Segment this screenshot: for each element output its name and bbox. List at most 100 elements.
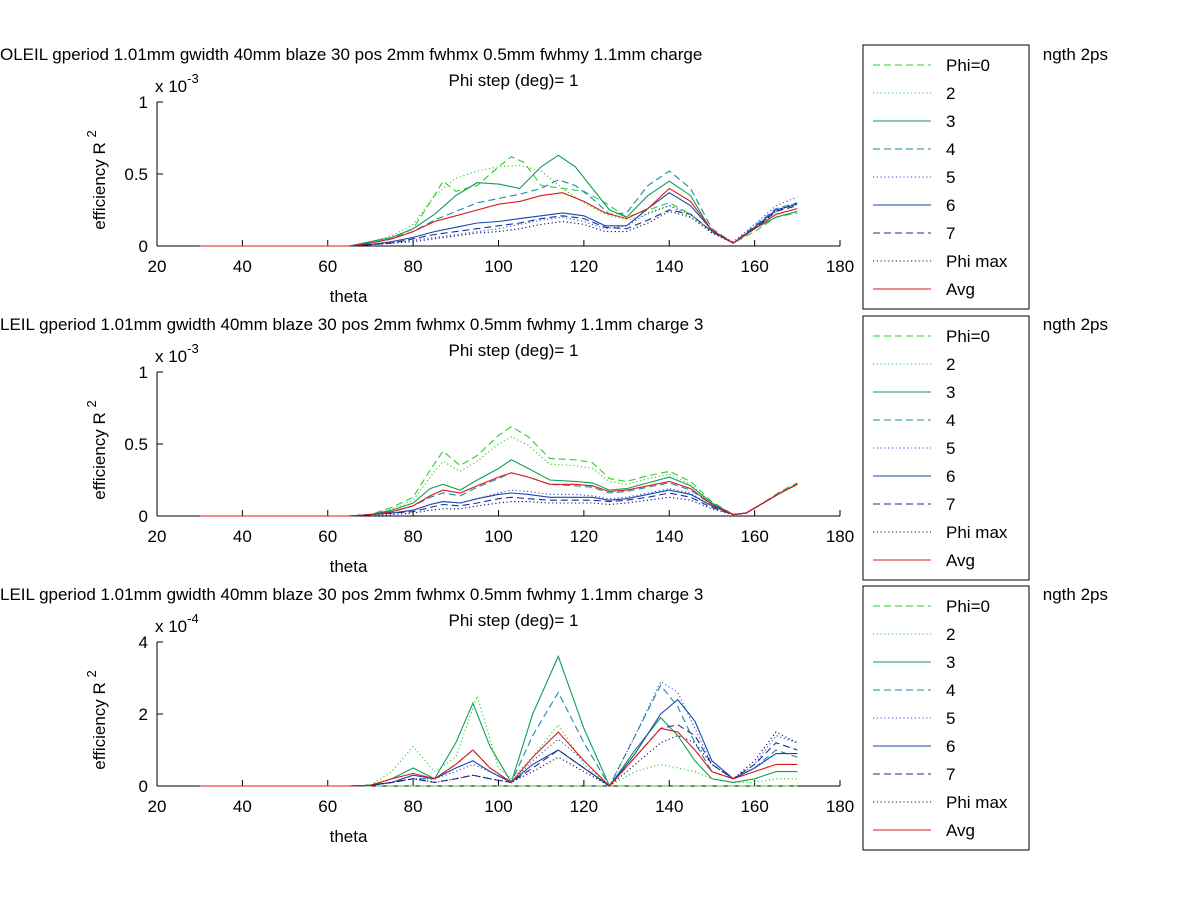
y-tick-label: 1 [139, 363, 148, 382]
legend-label: Phi max [946, 252, 1008, 271]
x-tick-label: 160 [740, 257, 768, 276]
chart-title-tail: ngth 2ps [1043, 315, 1108, 334]
x-tick-label: 140 [655, 527, 683, 546]
y-axis-label: efficiency R 2 [84, 400, 109, 500]
x-tick-label: 180 [826, 527, 854, 546]
y-axis-label: efficiency R 2 [84, 130, 109, 230]
x-tick-label: 80 [404, 257, 423, 276]
chart-subtitle: Phi step (deg)= 1 [449, 611, 579, 630]
series-line-8 [199, 202, 798, 247]
y-tick-label: 2 [139, 705, 148, 724]
series-line-9 [199, 727, 798, 787]
legend-label: 4 [946, 681, 955, 700]
legend-label: 3 [946, 653, 955, 672]
y-tick-label: 0 [139, 507, 148, 526]
x-tick-label: 140 [655, 797, 683, 816]
legend-label: 4 [946, 411, 955, 430]
legend-box [862, 585, 1030, 851]
legend: Phi=0 2 3 4 5 6 7 Phi max Avg [862, 315, 1030, 581]
x-tick-label: 40 [233, 797, 252, 816]
legend-label: Phi max [946, 523, 1008, 542]
x-tick-label: 40 [233, 257, 252, 276]
chart-title-tail: ngth 2ps [1043, 45, 1108, 64]
chart-title: LEIL gperiod 1.01mm gwidth 40mm blaze 30… [0, 315, 703, 334]
legend-label: 2 [946, 355, 955, 374]
x-tick-label: 160 [740, 527, 768, 546]
chart-subtitle: Phi step (deg)= 1 [449, 341, 579, 360]
legend-label: 3 [946, 112, 955, 131]
y-tick-label: 0 [139, 237, 148, 256]
legend-label: 5 [946, 439, 955, 458]
chart-title: LEIL gperiod 1.01mm gwidth 40mm blaze 30… [0, 585, 703, 604]
legend-label: 7 [946, 765, 955, 784]
series-line-7 [199, 205, 798, 247]
legend-label: 6 [946, 196, 955, 215]
charts-group: OLEIL gperiod 1.01mm gwidth 40mm blaze 3… [0, 44, 1108, 851]
x-tick-label: 40 [233, 527, 252, 546]
legend-box [862, 44, 1030, 310]
x-tick-label: 180 [826, 257, 854, 276]
series-line-7 [199, 483, 798, 517]
x-tick-label: 60 [318, 797, 337, 816]
y-exponent-label: x 10-3 [155, 341, 199, 366]
x-axis-label: theta [330, 557, 368, 576]
legend-label: 2 [946, 84, 955, 103]
legend-label: Avg [946, 280, 975, 299]
series-line-5 [199, 680, 798, 787]
y-tick-label: 0 [139, 777, 148, 796]
x-tick-label: 120 [570, 797, 598, 816]
x-tick-label: 20 [148, 797, 167, 816]
x-tick-label: 140 [655, 257, 683, 276]
x-axis-label: theta [330, 827, 368, 846]
x-tick-label: 120 [570, 527, 598, 546]
legend-label: 3 [946, 383, 955, 402]
legend-label: 4 [946, 140, 955, 159]
legend: Phi=0 2 3 4 5 6 7 Phi max Avg [862, 585, 1030, 851]
y-tick-label: 4 [139, 633, 148, 652]
subplot-2: LEIL gperiod 1.01mm gwidth 40mm blaze 30… [0, 315, 1108, 581]
x-tick-label: 120 [570, 257, 598, 276]
y-tick-label: 1 [139, 93, 148, 112]
series-line-7 [199, 724, 798, 787]
x-tick-label: 60 [318, 257, 337, 276]
legend-label: 2 [946, 625, 955, 644]
x-tick-label: 20 [148, 527, 167, 546]
series-group [199, 154, 798, 247]
x-tick-label: 80 [404, 797, 423, 816]
x-tick-label: 20 [148, 257, 167, 276]
legend-label: Phi max [946, 793, 1008, 812]
x-tick-label: 80 [404, 527, 423, 546]
legend-box [862, 315, 1030, 581]
chart-title: OLEIL gperiod 1.01mm gwidth 40mm blaze 3… [0, 45, 702, 64]
legend-label: 6 [946, 467, 955, 486]
legend-label: 7 [946, 495, 955, 514]
legend-label: 6 [946, 737, 955, 756]
series-line-9 [199, 187, 798, 247]
legend-label: Avg [946, 821, 975, 840]
x-axis-label: theta [330, 287, 368, 306]
legend-label: Phi=0 [946, 56, 990, 75]
legend-label: Phi=0 [946, 597, 990, 616]
legend-label: 5 [946, 168, 955, 187]
series-group [199, 654, 798, 788]
legend: Phi=0 2 3 4 5 6 7 Phi max Avg [862, 44, 1030, 310]
y-exponent-label: x 10-4 [155, 611, 199, 636]
x-tick-label: 180 [826, 797, 854, 816]
x-tick-label: 100 [484, 527, 512, 546]
series-line-9 [199, 472, 798, 517]
y-tick-label: 0.5 [124, 165, 148, 184]
subplot-1: OLEIL gperiod 1.01mm gwidth 40mm blaze 3… [0, 44, 1108, 310]
series-group [199, 426, 798, 517]
x-tick-label: 100 [484, 797, 512, 816]
x-tick-label: 60 [318, 527, 337, 546]
legend-label: Phi=0 [946, 327, 990, 346]
chart-title-tail: ngth 2ps [1043, 585, 1108, 604]
legend-label: Avg [946, 551, 975, 570]
chart-subtitle: Phi step (deg)= 1 [449, 71, 579, 90]
legend-label: 5 [946, 709, 955, 728]
y-tick-label: 0.5 [124, 435, 148, 454]
legend-label: 7 [946, 224, 955, 243]
y-axis-label: efficiency R 2 [84, 670, 109, 770]
x-tick-label: 160 [740, 797, 768, 816]
